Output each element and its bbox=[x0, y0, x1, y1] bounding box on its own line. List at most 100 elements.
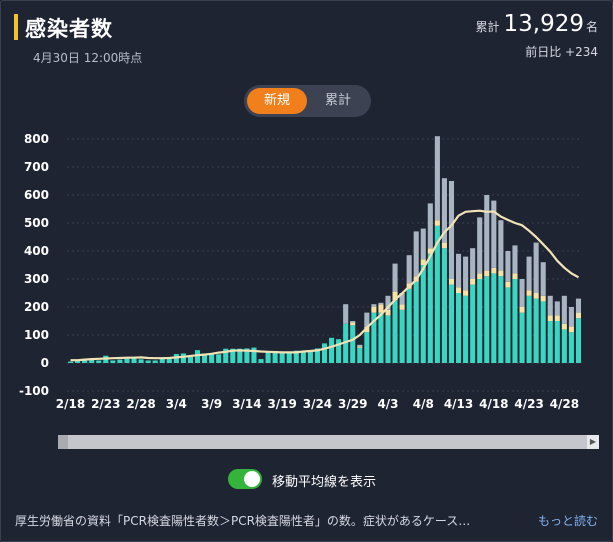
x-tick-label: 4/28 bbox=[550, 397, 579, 411]
x-tick-label: 2/23 bbox=[91, 397, 120, 411]
bar-primary bbox=[321, 343, 328, 363]
bar-primary bbox=[526, 295, 532, 363]
bar-primary bbox=[265, 351, 271, 363]
bar-primary bbox=[371, 312, 377, 363]
bar-secondary bbox=[491, 267, 497, 274]
bar-primary bbox=[568, 332, 574, 363]
bar-tertiary bbox=[484, 195, 490, 271]
moving-average-toggle[interactable] bbox=[228, 469, 262, 489]
scroll-right-arrow-icon[interactable]: ▶ bbox=[587, 435, 599, 449]
bar-primary bbox=[470, 284, 476, 363]
bar-secondary bbox=[420, 259, 426, 265]
bar-secondary bbox=[357, 346, 363, 348]
x-tick-label: 3/29 bbox=[338, 397, 367, 411]
bar-tertiary bbox=[343, 304, 349, 324]
x-tick-label: 3/19 bbox=[267, 397, 296, 411]
bar-tertiary bbox=[505, 251, 511, 282]
bar-tertiary bbox=[413, 231, 419, 277]
y-tick-label: 200 bbox=[24, 300, 49, 314]
bar-primary bbox=[364, 332, 370, 363]
bar-tertiary bbox=[399, 293, 405, 305]
bar-primary bbox=[399, 309, 405, 363]
bar-primary bbox=[138, 359, 144, 363]
bar-primary bbox=[152, 360, 158, 363]
bar-primary bbox=[237, 348, 243, 363]
scrollbar-thumb-start[interactable] bbox=[58, 435, 68, 449]
bar-primary bbox=[300, 352, 306, 363]
bar-primary bbox=[441, 248, 447, 363]
bar-primary bbox=[244, 348, 250, 363]
bar-primary bbox=[420, 265, 426, 363]
moving-average-line bbox=[70, 209, 580, 362]
bar-secondary bbox=[519, 307, 525, 313]
bar-primary bbox=[512, 279, 518, 363]
bar-primary bbox=[519, 312, 525, 363]
bar-secondary bbox=[575, 312, 582, 319]
y-tick-label: -100 bbox=[19, 384, 49, 398]
bar-tertiary bbox=[406, 255, 412, 284]
x-tick-label: 3/14 bbox=[232, 397, 261, 411]
bar-secondary bbox=[505, 281, 511, 288]
bar-tertiary bbox=[448, 181, 455, 279]
x-tick-label: 4/8 bbox=[413, 397, 434, 411]
bar-primary bbox=[477, 279, 483, 363]
bar-secondary bbox=[540, 295, 546, 302]
bar-tertiary bbox=[456, 253, 462, 288]
bar-primary bbox=[491, 273, 497, 363]
bar-tertiary bbox=[533, 242, 539, 293]
bar-primary bbox=[145, 360, 151, 363]
bar-secondary bbox=[434, 220, 440, 226]
total-summary: 累計 13,929 名 bbox=[475, 11, 598, 37]
infections-chart: -100 0 100 200 300 400 500 600 700 800 2/18 2/23 2/2… bbox=[19, 132, 582, 411]
card-title: 感染者数 bbox=[25, 17, 113, 41]
bar-primary bbox=[554, 321, 560, 363]
bar-primary bbox=[110, 360, 116, 363]
tab-new[interactable]: 新規 bbox=[247, 88, 307, 114]
bar-primary bbox=[336, 339, 342, 363]
bar-primary bbox=[427, 253, 433, 363]
bar-primary bbox=[350, 325, 356, 363]
bar-primary bbox=[279, 351, 285, 363]
bar-tertiary bbox=[427, 203, 433, 249]
bar-primary bbox=[159, 358, 165, 363]
bar-tertiary bbox=[357, 344, 363, 347]
x-tick-label: 4/13 bbox=[444, 397, 473, 411]
bar-secondary bbox=[399, 304, 405, 310]
bar-tertiary bbox=[519, 279, 525, 307]
bar-secondary bbox=[526, 290, 532, 296]
daily-diff: 前日比 +234 bbox=[525, 45, 598, 59]
y-tick-label: 700 bbox=[24, 160, 49, 174]
chart-scrollbar[interactable]: ▶ bbox=[58, 435, 599, 449]
read-more-link[interactable]: もっと読む bbox=[537, 514, 598, 528]
bar-tertiary bbox=[554, 301, 560, 316]
bar-secondary bbox=[533, 293, 539, 299]
bar-primary bbox=[223, 348, 229, 363]
bar-tertiary bbox=[547, 295, 553, 316]
bar-primary bbox=[173, 354, 179, 363]
bar-tertiary bbox=[463, 256, 469, 291]
y-tick-label: 500 bbox=[24, 216, 49, 230]
bar-tertiary bbox=[512, 245, 518, 274]
tab-cumulative[interactable]: 累計 bbox=[324, 93, 351, 108]
bar-tertiary bbox=[526, 256, 532, 291]
bar-secondary bbox=[371, 307, 377, 313]
bar-secondary bbox=[427, 248, 433, 254]
bar-secondary bbox=[392, 291, 398, 300]
bar-secondary bbox=[448, 279, 455, 285]
bar-tertiary bbox=[420, 228, 426, 260]
bar-secondary bbox=[512, 273, 518, 279]
bar-tertiary bbox=[441, 178, 447, 243]
x-tick-label: 3/24 bbox=[303, 397, 332, 411]
x-tick-label: 3/4 bbox=[166, 397, 187, 411]
x-tick-label: 3/9 bbox=[201, 397, 222, 411]
bar-secondary bbox=[554, 315, 560, 321]
bar-primary bbox=[187, 356, 193, 363]
bar-secondary bbox=[350, 322, 356, 326]
bar-primary bbox=[293, 350, 299, 363]
bar-primary bbox=[413, 281, 419, 363]
bar-primary bbox=[314, 348, 320, 363]
bar-secondary bbox=[477, 273, 483, 279]
bar-tertiary bbox=[491, 200, 497, 268]
bar-primary bbox=[251, 347, 257, 363]
